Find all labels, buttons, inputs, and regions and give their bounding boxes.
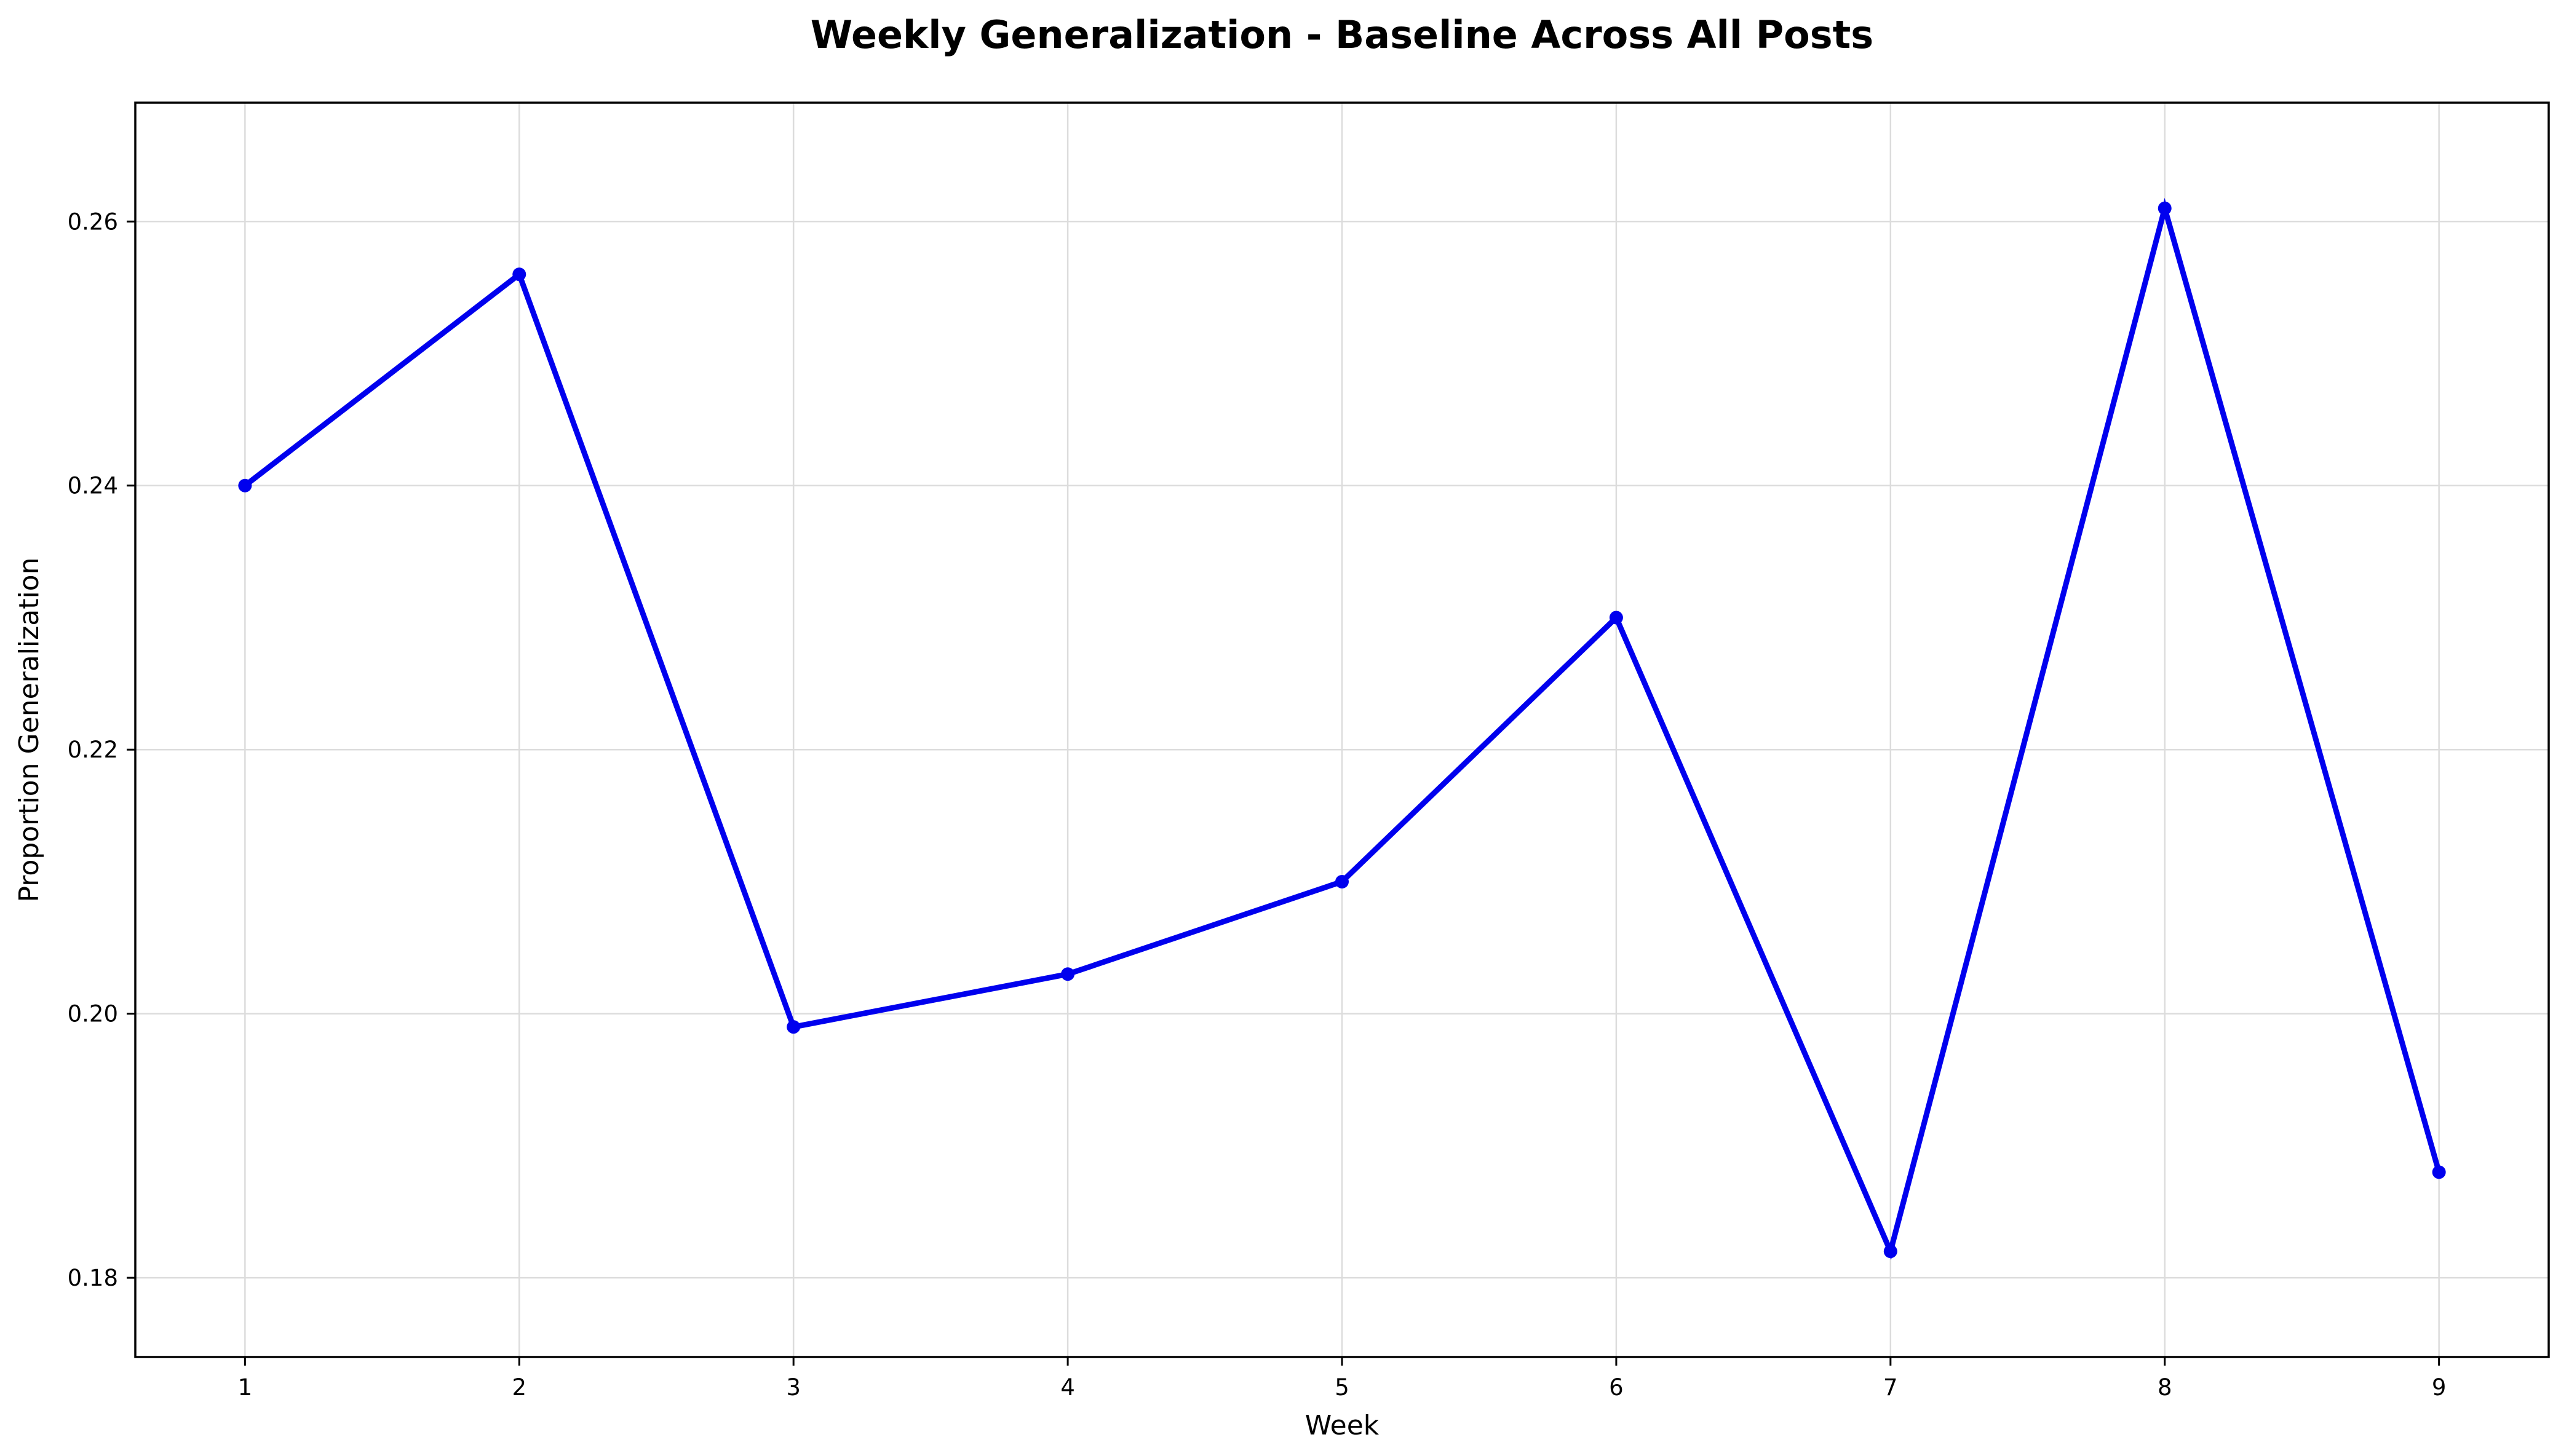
x-tick-label: 9 [2432,1374,2447,1401]
y-tick-label: 0.20 [68,1001,118,1027]
chart-title: Weekly Generalization - Baseline Across … [811,12,1873,57]
axis-ticks: 1 2 3 4 5 6 7 8 9 0.18 0.20 0.22 0.24 0.26 [68,208,2447,1401]
x-tick-label: 2 [512,1374,526,1401]
data-point [787,1020,801,1034]
x-tick-label: 6 [1609,1374,1624,1401]
data-point [1609,611,1623,625]
x-tick-label: 1 [238,1374,253,1401]
y-tick-label: 0.24 [68,473,118,499]
data-point [1335,874,1349,888]
grid-lines [135,103,2549,1357]
data-point [1883,1244,1897,1259]
x-tick-label: 8 [2158,1374,2172,1401]
data-point [512,267,526,282]
y-tick-label: 0.22 [68,737,118,763]
y-tick-label: 0.18 [68,1265,118,1291]
x-tick-label: 3 [786,1374,801,1401]
y-tick-label: 0.26 [68,208,118,235]
data-point [2432,1165,2446,1179]
y-axis-label: Proportion Generalization [14,558,45,903]
x-tick-label: 7 [1883,1374,1898,1401]
x-tick-label: 5 [1335,1374,1349,1401]
data-point [2158,201,2172,215]
data-point [1061,967,1075,981]
series-layer [238,197,2446,1260]
x-axis-label: Week [1305,1410,1380,1441]
data-point [238,478,252,493]
x-tick-label: 4 [1060,1374,1075,1401]
